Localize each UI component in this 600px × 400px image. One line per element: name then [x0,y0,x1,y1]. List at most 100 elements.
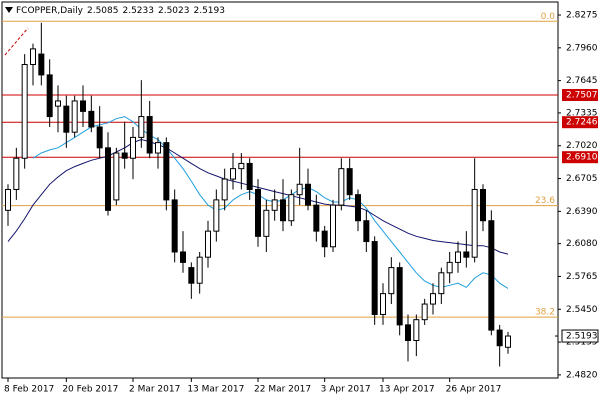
y-tick-label: 2.6390 [566,207,598,217]
candle-body [346,168,353,196]
candle-body [138,116,145,138]
x-tick-label: 13 Apr 2017 [379,385,435,395]
candle-body [238,162,245,170]
candle-body [246,162,253,190]
candle-body [363,220,370,243]
candle-body [305,183,311,206]
fib-label: 0.0 [541,12,556,22]
candle-body [5,188,11,211]
candle-body [163,142,170,201]
candle-body [338,168,345,206]
last-price-label: 2.5193 [566,332,598,342]
level-label: 2.7246 [566,118,598,128]
candle-body [71,100,78,133]
y-tick-label: 2.7645 [566,76,598,86]
x-tick-label: 20 Feb 2017 [62,385,118,395]
candle-body [471,188,478,258]
x-tick-label: 26 Apr 2017 [446,385,502,395]
candle-body [88,110,95,128]
candle-body [488,220,495,331]
candle-body [130,136,136,159]
candle-body [105,147,111,211]
y-tick-label: 2.5135 [566,338,598,348]
x-tick-label: 13 Mar 2017 [187,385,244,395]
y-tick-label: 2.7335 [566,108,598,118]
title-value: 2.5233 [122,6,154,16]
candle-body [355,194,361,222]
candle-body [221,178,228,201]
level-box [562,116,598,129]
x-tick-label: 2 Mar 2017 [129,385,180,395]
candle-body [321,230,328,248]
x-tick-label: 3 Apr 2017 [321,385,371,395]
title-value: 2.5085 [87,6,119,16]
level-label: 2.6910 [566,153,598,163]
candle-body [446,261,453,274]
candle-body [480,188,486,222]
candle-body [496,329,503,347]
level-box [562,89,598,102]
candle-body [438,272,445,295]
candle-body [263,209,270,237]
symbol: FCOPPER,Daily [16,6,84,16]
candle-body [46,74,53,118]
candle-body [296,183,303,196]
candle-body [230,168,236,180]
candle-body [63,105,70,133]
candle-body [80,100,86,112]
level-label: 2.7507 [566,91,598,101]
candle-body [505,335,511,348]
candle-body [180,251,186,263]
candle-body [421,303,428,321]
candle-body [313,204,320,232]
plot-frame [1,1,559,379]
fib-label: 38.2 [535,308,555,318]
candle-body [196,256,203,284]
candle-body [188,267,195,284]
candle-body [171,199,178,253]
menu-triangle [5,7,13,13]
candle-body [205,230,211,258]
candle-body [330,204,336,248]
candle-body [455,251,461,263]
candle-body [113,152,120,201]
candle-body [30,48,36,65]
candle-body [21,63,28,159]
y-tick-label: 2.7020 [566,141,598,151]
candle-body [155,142,161,154]
candle-body [288,194,295,222]
candle-body [13,157,20,190]
candle-body [371,241,378,315]
y-tick-label: 2.8275 [566,11,598,21]
candle-body [255,188,261,237]
candle-body [380,293,386,315]
title-value: 2.5193 [193,6,225,16]
y-tick-label: 2.5450 [566,305,598,315]
candle-body [388,267,395,295]
x-tick-label: 22 Mar 2017 [254,385,311,395]
candle-body [121,152,128,159]
title-value: 2.5023 [158,6,190,16]
y-tick-label: 2.6705 [566,174,598,184]
last-price-box [561,329,599,343]
candle-body [213,199,220,232]
candle-body [146,116,153,154]
candle-body [38,53,45,76]
candle-body [396,267,403,326]
chart-title: FCOPPER,Daily 2.5085 2.5233 2.5023 2.5193 [16,6,225,16]
y-tick-label: 2.5765 [566,272,598,282]
candle-body [55,100,61,107]
y-tick-label: 2.7960 [566,43,598,53]
candle-body [96,126,103,149]
fib-label: 23.6 [535,196,555,206]
candle-body [413,319,420,342]
trend-line [4,27,29,56]
candle-body [463,251,470,258]
moving-average [32,116,509,289]
y-tick-label: 2.6080 [566,239,598,249]
candle-body [280,199,286,222]
x-tick-label: 8 Feb 2017 [4,385,54,395]
candle-body [405,324,411,342]
